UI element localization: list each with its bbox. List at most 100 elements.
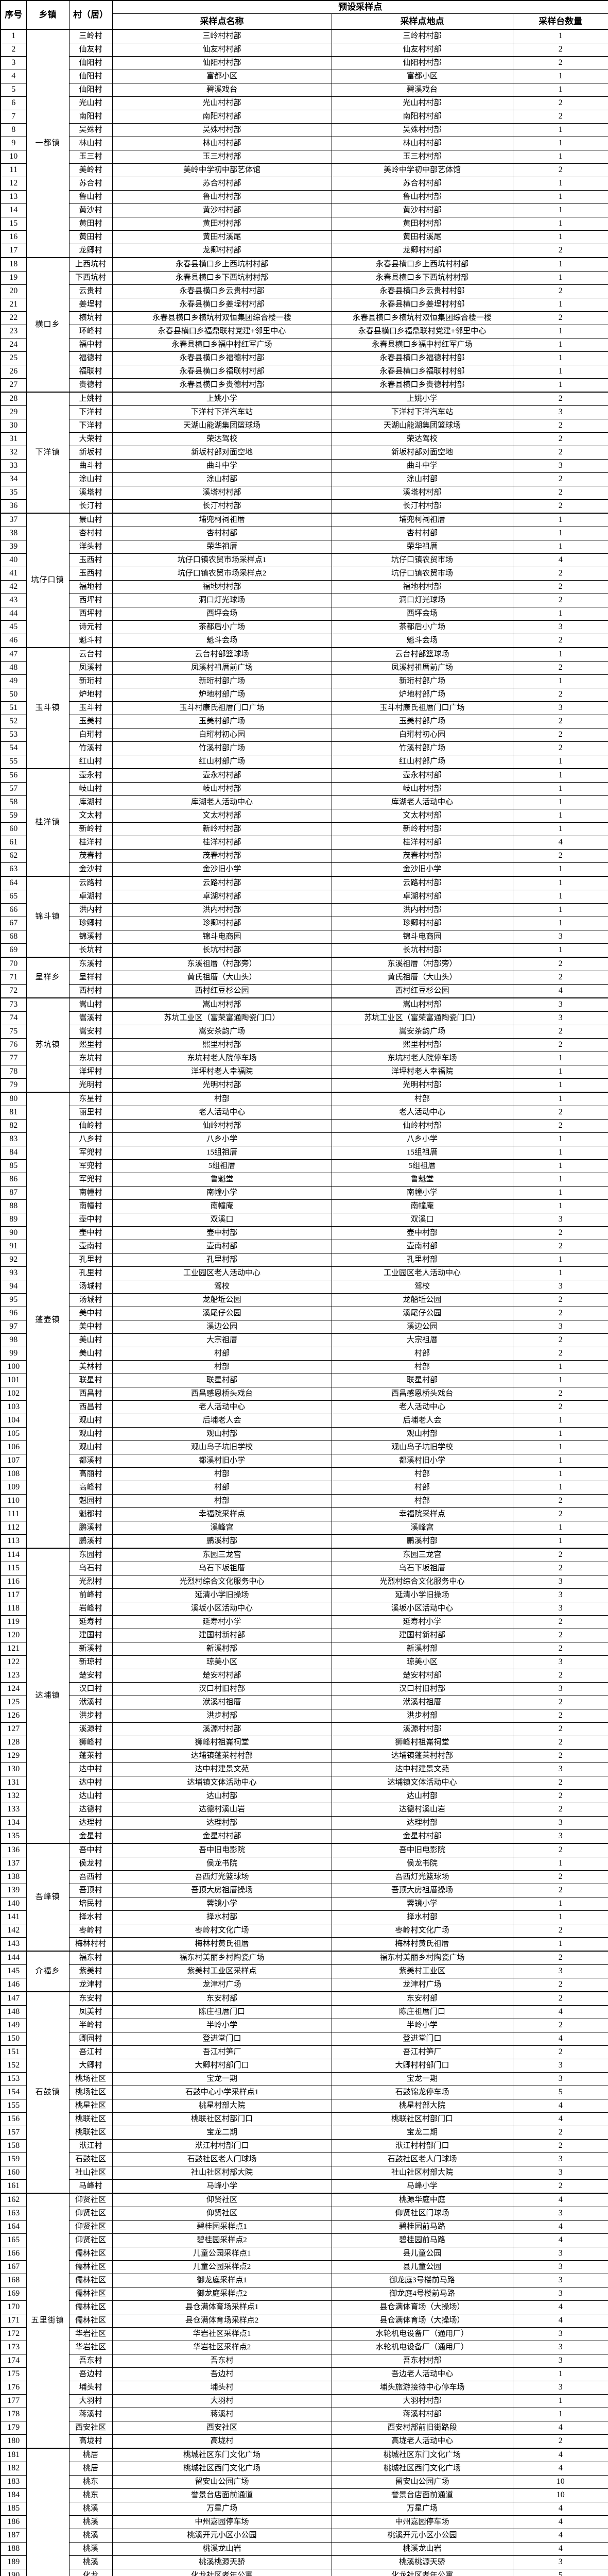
row-number-cell: 149 [0, 2019, 27, 2032]
site-location-cell: 联星村部 [331, 1374, 513, 1387]
site-name-cell: 东溪祖厝（村部旁） [112, 957, 332, 971]
site-name-cell: 达德村溪山岩 [112, 1803, 332, 1817]
site-name-cell: 南幢庵 [112, 1199, 332, 1213]
table-row: 170 儒林社区 县仓满体育场采样点1 县仓满体育场（大操场） 4 [0, 2300, 608, 2314]
table-row: 102 西昌村 西昌感恩桥头戏台 西昌感恩桥头戏台 2 [0, 1387, 608, 1401]
row-number-cell: 129 [0, 1749, 27, 1763]
village-cell: 美山村 [68, 1347, 113, 1361]
village-cell: 玉西村 [68, 553, 113, 567]
table-row: 37 坑仔口镇 景山村 埔兜柯祠祖厝 埔兜柯祠祖厝 1 [0, 513, 608, 648]
qty-cell: 4 [512, 2099, 608, 2113]
site-location-cell: 鲁山村村部 [331, 190, 513, 204]
qty-cell: 2 [512, 1119, 608, 1133]
qty-cell: 3 [512, 2287, 608, 2301]
site-name-cell: 茂春村村部 [112, 849, 332, 863]
row-number-cell: 87 [0, 1186, 27, 1200]
site-name-cell: 新坂村部对面空地 [112, 446, 332, 460]
table-row: 73 苏坑镇 嵩山村 嵩山村村部 嵩山村村部 3 [0, 997, 608, 1093]
table-row: 46 魁斗村 魁斗会场 魁斗会场 2 [0, 634, 608, 648]
qty-cell: 2 [512, 43, 608, 57]
site-name-cell: 桃溪桃源天骄 [112, 2555, 332, 2569]
table-row: 94 汤城村 驾校 驾校 3 [0, 1280, 608, 1294]
row-number-cell: 124 [0, 1682, 27, 1696]
row-number-cell: 23 [0, 325, 27, 338]
table-row: 181桃城镇桃居桃城社区东门文化广场桃城社区东门文化广场4 [0, 2448, 608, 2576]
site-location-cell: 卓湖村村部 [331, 890, 513, 904]
site-name-cell: 侯龙书院 [112, 1857, 332, 1871]
table-row: 6 光山村 光山村村部 光山村村部 2 [0, 96, 608, 110]
row-number-cell: 172 [0, 2327, 27, 2341]
table-row: 21 姜埕村 永春县横口乡姜埕村村部 永春县横口乡姜埕村村部 1 [0, 298, 608, 312]
site-location-cell: 桃联社区村部门口 [331, 2112, 513, 2126]
table-row: 99 美山村 村部 村部 2 [0, 1347, 608, 1361]
site-location-cell: 玉美村部广场 [331, 715, 513, 728]
site-location-cell: 东坑村老人院停车场 [331, 1052, 513, 1065]
row-number-cell: 91 [0, 1240, 27, 1253]
row-number-cell: 164 [0, 2220, 27, 2234]
village-cell: 洑江村 [68, 2139, 113, 2153]
qty-cell: 2 [512, 1789, 608, 1803]
site-name-cell: 达中村建景文苑 [112, 1762, 332, 1776]
table-row: 162 五里街镇 仰贤社区 仰贤社区 桃源华庭中庭 4 [0, 2193, 608, 2449]
site-name-cell: 半岭小学 [112, 2019, 332, 2032]
site-location-cell: 黄田村溪尾 [331, 230, 513, 244]
village-cell: 军兜村 [68, 1159, 113, 1173]
table-row: 71 呈祥村 黄氏祖厝（大山头） 黄氏祖厝（大山头） 2 [0, 971, 608, 985]
site-location-cell: 半岭小学 [331, 2019, 513, 2032]
village-cell: 联星村 [68, 1374, 113, 1387]
site-location-cell: 桃源华庭中庭 [331, 2193, 513, 2207]
village-cell: 南幢村 [68, 1199, 113, 1213]
site-name-cell: 上姚小学 [112, 392, 332, 406]
village-cell: 儒林社区 [68, 2274, 113, 2287]
site-location-cell: 村部 [331, 1467, 513, 1481]
site-name-cell: 福地村村部 [112, 580, 332, 594]
village-cell: 福联村 [68, 365, 113, 379]
site-name-cell: 吾东村 [112, 2354, 332, 2368]
qty-cell: 1 [512, 513, 608, 527]
table-row: 108 高丽村 村部 村部 1 [0, 1467, 608, 1481]
row-number-cell: 154 [0, 2086, 27, 2099]
row-number-cell: 13 [0, 190, 27, 204]
qty-cell: 2 [512, 1803, 608, 1817]
village-cell: 美林村 [68, 1360, 113, 1374]
site-location-cell: 福地村村部 [331, 580, 513, 594]
village-cell: 杏村村 [68, 527, 113, 540]
village-cell: 儒林社区 [68, 2314, 113, 2328]
township-cell: 玉斗镇 [26, 647, 70, 769]
site-location-cell: 龙卿村村部 [331, 244, 513, 258]
table-row: 66 洪内村 洪内村村部 洪内村村部 1 [0, 903, 608, 917]
site-location-cell: 东安村部 [331, 1991, 513, 2006]
row-number-cell: 179 [0, 2421, 27, 2435]
table-row: 78 洋坪村 洋坪村老人幸福院 洋坪村老人幸福院 1 [0, 1065, 608, 1079]
village-cell: 仰贤社区 [68, 2207, 113, 2221]
village-cell: 呈祥村 [68, 971, 113, 985]
qty-cell: 1 [512, 768, 608, 783]
qty-cell: 1 [512, 378, 608, 393]
row-number-cell: 44 [0, 607, 27, 621]
table-row: 113 鹏溪村 鹏溪村部 鹏溪村部 1 [0, 1534, 608, 1549]
qty-cell: 2 [512, 849, 608, 863]
qty-cell: 1 [512, 257, 608, 272]
village-cell: 梅林村村 [68, 1937, 113, 1952]
header-col-village: 村（居） [68, 0, 113, 30]
site-name-cell: 天湖山能湖集团篮球场 [112, 419, 332, 433]
site-name-cell: 茶都后小广场 [112, 620, 332, 634]
site-name-cell: 洞口灯光球场 [112, 594, 332, 607]
village-cell: 西昌村 [68, 1400, 113, 1414]
site-location-cell: 村部 [331, 1347, 513, 1361]
table-row: 74 嵩溪村 苏坑工业区（富荣富通陶瓷门口） 苏坑工业区（富荣富通陶瓷门口） 3 [0, 1011, 608, 1025]
site-name-cell: 埔头村 [112, 2381, 332, 2395]
site-location-cell: 枣岭村文化广场 [331, 1924, 513, 1938]
table-row: 98 美山村 大宗祖厝 大宗祖厝 2 [0, 1333, 608, 1347]
row-number-cell: 10 [0, 150, 27, 164]
table-row: 119 延寿村 延寿村小学 延寿村小学 2 [0, 1615, 608, 1629]
township-cell: 锦斗镇 [26, 876, 70, 958]
village-cell: 鹏溪村 [68, 1521, 113, 1535]
row-number-cell: 47 [0, 647, 27, 662]
village-cell: 云台村 [68, 647, 113, 662]
site-name-cell: 永春县横口乡贵德村村部 [112, 378, 332, 393]
row-number-cell: 92 [0, 1253, 27, 1267]
table-row: 7 南阳村 南阳村村部 南阳村村部 2 [0, 110, 608, 124]
row-number-cell: 51 [0, 701, 27, 715]
village-cell: 洪步村 [68, 1709, 113, 1723]
